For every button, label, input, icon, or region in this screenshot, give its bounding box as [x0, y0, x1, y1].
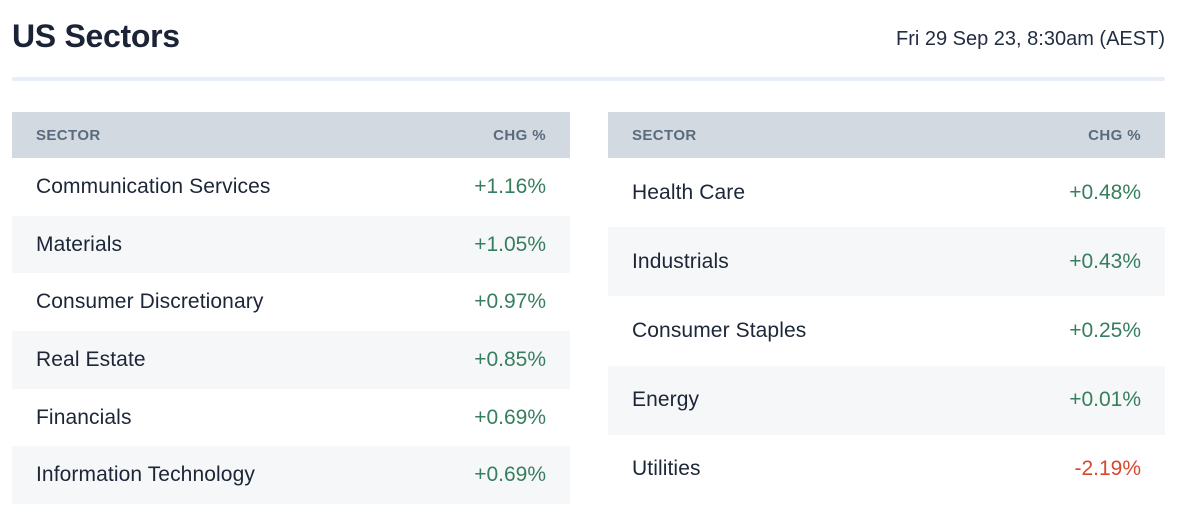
header-divider — [12, 77, 1165, 81]
column-header-sector: SECTOR — [36, 126, 101, 144]
sector-name: Consumer Staples — [632, 319, 807, 342]
sector-change: +0.48% — [1069, 180, 1141, 204]
sector-name: Utilities — [632, 457, 701, 481]
sector-change: +1.16% — [474, 174, 546, 198]
column-header-sector: SECTOR — [632, 126, 697, 144]
table-row: Industrials +0.43% — [608, 227, 1165, 297]
sector-name: Communication Services — [36, 174, 271, 198]
sector-name: Financials — [36, 405, 132, 429]
sector-name: Energy — [632, 388, 700, 412]
column-header-change: CHG % — [493, 126, 546, 144]
page-title: US Sectors — [12, 18, 180, 54]
sector-change: +0.25% — [1069, 319, 1141, 342]
sector-table-right: SECTOR CHG % Health Care +0.48% Industrial… — [608, 112, 1165, 505]
sector-name: Consumer Discretionary — [36, 290, 264, 314]
sector-name: Materials — [36, 232, 123, 256]
topbar: US Sectors Fri 29 Sep 23, 8:30am (AEST) — [12, 16, 1165, 56]
table-row: Communication Services +1.16% — [12, 158, 570, 216]
sector-name: Real Estate — [36, 347, 146, 371]
table-row: Materials +1.05% — [12, 215, 570, 274]
table-header-row: SECTOR CHG % — [12, 112, 570, 158]
sector-change: +0.01% — [1069, 388, 1141, 412]
table-body: Communication Services +1.16% Materials +1.… — [12, 158, 570, 505]
table-row: Consumer Discretionary +0.97% — [12, 273, 570, 332]
sector-tables: SECTOR CHG % Communication Services +1.16… — [12, 112, 1165, 505]
sector-change: +0.97% — [474, 290, 546, 314]
table-row: Real Estate +0.85% — [12, 331, 570, 389]
table-header-row: SECTOR CHG % — [608, 112, 1165, 158]
sector-change: -2.19% — [1074, 457, 1141, 481]
table-row: Information Technology +0.69% — [12, 446, 570, 505]
table-row: Utilities -2.19% — [608, 434, 1165, 505]
sector-table-left: SECTOR CHG % Communication Services +1.16… — [12, 112, 570, 505]
table-row: Consumer Staples +0.25% — [608, 296, 1165, 366]
table-row: Energy +0.01% — [608, 365, 1165, 435]
sector-name: Health Care — [632, 180, 746, 204]
table-row: Financials +0.69% — [12, 388, 570, 447]
column-header-change: CHG % — [1088, 126, 1141, 144]
sector-change: +0.69% — [474, 405, 546, 429]
sector-change: +0.85% — [474, 347, 546, 371]
timestamp: Fri 29 Sep 23, 8:30am (AEST) — [895, 28, 1165, 50]
table-row: Health Care +0.48% — [608, 158, 1165, 228]
sector-name: Information Technology — [36, 463, 255, 487]
table-body: Health Care +0.48% Industrials +0.43% Consum… — [608, 158, 1165, 505]
sector-change: +0.69% — [474, 463, 546, 487]
sector-change: +0.43% — [1069, 249, 1141, 273]
sector-name: Industrials — [632, 249, 729, 273]
sector-change: +1.05% — [474, 232, 546, 256]
